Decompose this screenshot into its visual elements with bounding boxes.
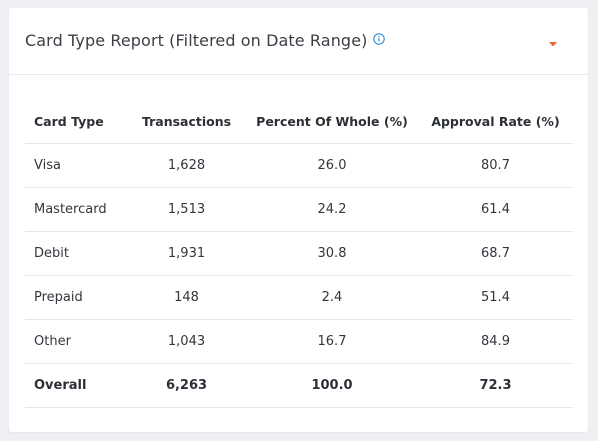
cell-transactions: 1,628	[127, 143, 246, 188]
table-header-row: Card Type Transactions Percent Of Whole …	[25, 99, 573, 144]
table-row: Other 1,043 16.7 84.9	[25, 319, 573, 364]
caret-down-icon[interactable]	[545, 35, 561, 47]
cell-approval-rate: 61.4	[418, 187, 573, 232]
cell-approval-rate: 72.3	[418, 363, 573, 408]
info-icon[interactable]	[373, 30, 386, 45]
table-row: Mastercard 1,513 24.2 61.4	[25, 187, 573, 232]
card-title-text: Card Type Report (Filtered on Date Range…	[25, 31, 368, 50]
cell-card-type: Visa	[25, 143, 127, 188]
cell-transactions: 1,931	[127, 231, 246, 276]
cell-approval-rate: 51.4	[418, 275, 573, 320]
cell-transactions: 148	[127, 275, 246, 320]
table-row: Debit 1,931 30.8 68.7	[25, 231, 573, 276]
cell-card-type: Mastercard	[25, 187, 127, 232]
cell-card-type: Prepaid	[25, 275, 127, 320]
cell-percent-of-whole: 16.7	[246, 319, 418, 364]
cell-percent-of-whole: 2.4	[246, 275, 418, 320]
column-header-card-type[interactable]: Card Type	[25, 99, 127, 144]
cell-card-type: Debit	[25, 231, 127, 276]
column-header-approval-rate[interactable]: Approval Rate (%)	[418, 99, 573, 144]
card-type-table: Card Type Transactions Percent Of Whole …	[25, 99, 573, 408]
column-header-percent-of-whole[interactable]: Percent Of Whole (%)	[246, 99, 418, 144]
cell-approval-rate: 84.9	[418, 319, 573, 364]
cell-approval-rate: 68.7	[418, 231, 573, 276]
cell-card-type: Overall	[25, 363, 127, 408]
cell-percent-of-whole: 24.2	[246, 187, 418, 232]
table-row: Visa 1,628 26.0 80.7	[25, 143, 573, 188]
cell-approval-rate: 80.7	[418, 143, 573, 188]
table-row: Prepaid 148 2.4 51.4	[25, 275, 573, 320]
card-header: Card Type Report (Filtered on Date Range…	[9, 8, 588, 75]
column-header-transactions[interactable]: Transactions	[127, 99, 246, 144]
cell-transactions: 6,263	[127, 363, 246, 408]
card-title: Card Type Report (Filtered on Date Range…	[25, 30, 386, 50]
cell-percent-of-whole: 100.0	[246, 363, 418, 408]
overall-row: Overall 6,263 100.0 72.3	[25, 363, 573, 408]
cell-card-type: Other	[25, 319, 127, 364]
cell-transactions: 1,043	[127, 319, 246, 364]
cell-percent-of-whole: 30.8	[246, 231, 418, 276]
cell-percent-of-whole: 26.0	[246, 143, 418, 188]
cell-transactions: 1,513	[127, 187, 246, 232]
card-type-report-card: Card Type Report (Filtered on Date Range…	[9, 8, 588, 432]
